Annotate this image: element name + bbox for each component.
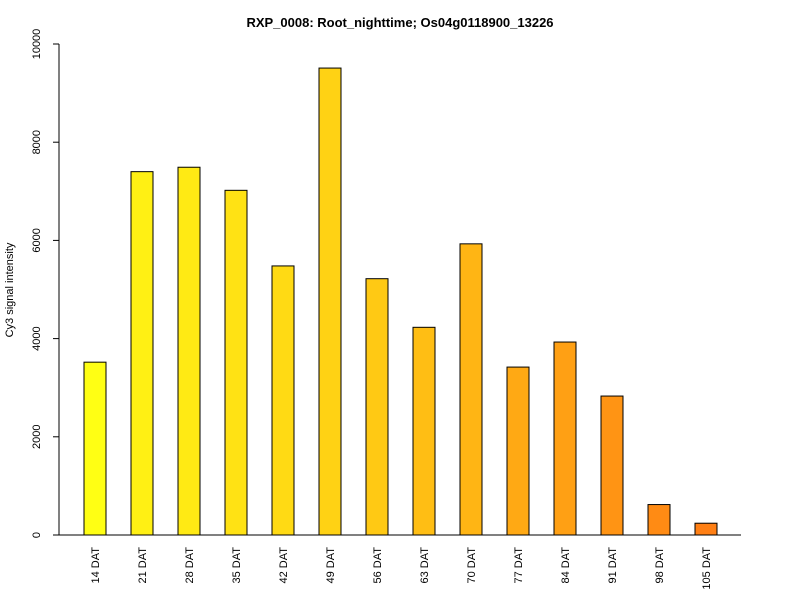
bar-63-dat	[412, 326, 436, 536]
bar-21-dat	[130, 171, 154, 536]
bar-42-dat	[271, 265, 295, 536]
y-tick-label: 4000	[31, 326, 43, 350]
y-tick-label: 2000	[31, 425, 43, 449]
bar-84-dat	[553, 341, 577, 536]
bar-28-dat	[177, 166, 201, 536]
bar-56-dat	[365, 278, 389, 536]
bar-77-dat	[506, 366, 530, 536]
x-tick-label: 42 DAT	[278, 547, 290, 584]
x-tick-label: 84 DAT	[560, 547, 572, 584]
x-tick-label: 77 DAT	[513, 547, 525, 584]
y-tick-label: 6000	[31, 228, 43, 252]
x-tick-label: 63 DAT	[419, 547, 431, 584]
y-tick-label: 8000	[31, 130, 43, 154]
bar-98-dat	[647, 504, 671, 536]
x-tick-label: 56 DAT	[372, 547, 384, 584]
x-tick-label: 105 DAT	[701, 547, 713, 590]
x-tick-label: 70 DAT	[466, 547, 478, 584]
y-tick-label: 10000	[31, 29, 43, 60]
bars-group	[83, 67, 718, 536]
x-axis-tick-labels: 14 DAT 21 DAT 28 DAT 35 DAT 42 DAT 49 DAT 56 D…	[90, 547, 713, 590]
x-tick-label: 14 DAT	[90, 547, 102, 584]
x-tick-label: 98 DAT	[654, 547, 666, 584]
x-tick-label: 35 DAT	[231, 547, 243, 584]
y-axis-label: Cy3 signal intensity	[4, 242, 16, 337]
bar-14-dat	[83, 361, 107, 536]
chart-title: RXP_0008: Root_nighttime; Os04g0118900_1…	[246, 15, 553, 30]
y-tick-label: 0	[31, 532, 43, 538]
bar-35-dat	[224, 189, 248, 536]
y-axis-ticks: 0 2000 4000 6000 8000 10000	[31, 29, 59, 538]
bar-70-dat	[459, 243, 483, 536]
bar-49-dat	[318, 67, 342, 536]
bar-105-dat	[694, 522, 718, 536]
bar-91-dat	[600, 395, 624, 536]
x-tick-label: 91 DAT	[607, 547, 619, 584]
x-tick-label: 21 DAT	[137, 547, 149, 584]
x-tick-label: 49 DAT	[325, 547, 337, 584]
x-tick-label: 28 DAT	[184, 547, 196, 584]
